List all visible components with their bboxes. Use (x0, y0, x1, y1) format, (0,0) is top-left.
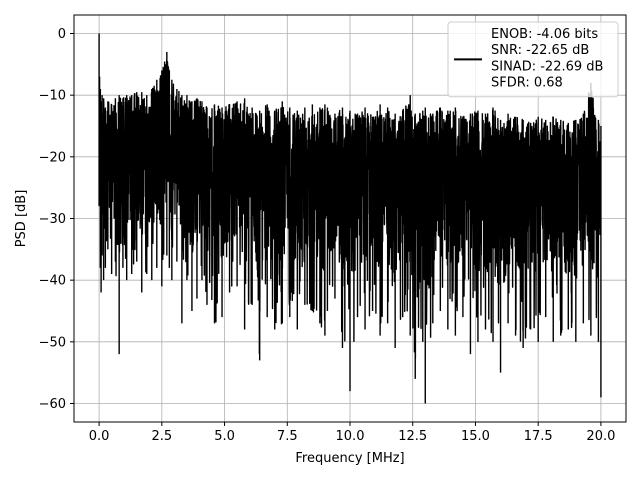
x-tick-label: 12.5 (398, 429, 427, 444)
y-tick-label: −30 (39, 212, 66, 227)
y-tick-label: −50 (39, 335, 66, 350)
legend-box (447, 21, 619, 98)
x-axis-ticks: 0.0 2.5 5.0 7.5 10.0 12.5 15.0 17.5 20.0 (89, 422, 615, 444)
y-tick-label: −20 (39, 150, 66, 165)
x-tick-label: 7.5 (277, 429, 298, 444)
legend-entry-text: ENOB: -4.06 bits (491, 27, 598, 42)
y-axis-ticks: 0 −10 −20 −30 −40 −50 −60 (39, 27, 74, 412)
legend-entry-text: SFDR: 0.68 (491, 76, 563, 91)
x-tick-label: 20.0 (586, 429, 615, 444)
psd-line (98, 33, 602, 404)
legend-entry-text: SNR: -22.65 dB (491, 43, 589, 58)
y-tick-label: −60 (39, 397, 66, 412)
y-tick-label: −10 (39, 89, 66, 104)
x-axis-label: Frequency [MHz] (295, 451, 404, 466)
y-axis-label: PSD [dB] (14, 190, 29, 248)
x-tick-label: 5.0 (214, 429, 235, 444)
x-tick-label: 10.0 (336, 429, 365, 444)
legend-entry-text: SINAD: -22.69 dB (491, 59, 603, 74)
x-tick-label: 17.5 (524, 429, 553, 444)
y-tick-label: −40 (39, 274, 66, 289)
y-tick-label: 0 (58, 27, 66, 42)
x-tick-label: 2.5 (151, 429, 172, 444)
psd-series (98, 33, 602, 404)
x-tick-label: 15.0 (461, 429, 490, 444)
x-tick-label: 0.0 (89, 429, 110, 444)
